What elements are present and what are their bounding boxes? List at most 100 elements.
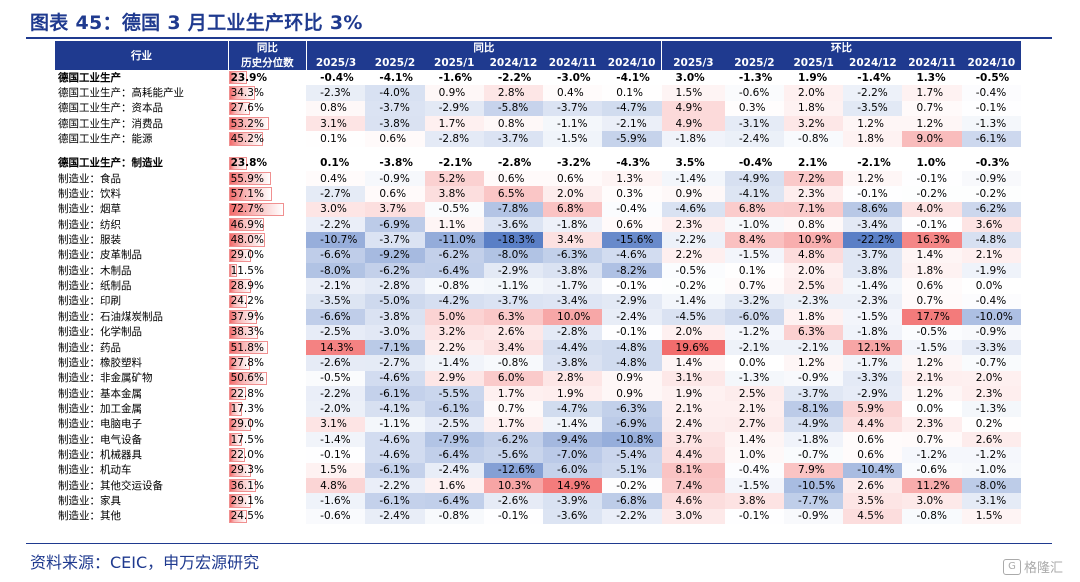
mom-value-cell: -2.2% [661,232,725,248]
percentile-value: 29.0% [230,249,264,262]
table-body: 德国工业生产 23.9% -0.4% -4.1% -1.6% -2.2% -3.0% -4.1… [55,70,1021,524]
percentile-value: 50.6% [230,372,264,385]
industry-name: 制造业：纸制品 [58,280,132,293]
percentile-bar [228,233,266,247]
yoy-value-cell: 0.4% [543,85,603,101]
mom-value-cell: -6.0% [724,309,785,325]
yoy-value-cell: -0.4% [602,201,662,218]
industry-name: 制造业：家具 [58,494,121,507]
mom-value-cell: 2.0% [784,85,844,101]
header-yoy-group: 同比 [306,41,662,55]
mom-value-cell: 2.1% [961,247,1021,264]
mom-value-cell: 3.5% [843,493,903,509]
header-mom-period: 2025/1 [784,55,844,70]
mom-value-cell: 3.2% [784,116,844,132]
mom-value-cell: 4.4% [661,447,725,463]
percentile-bar [228,117,269,131]
yoy-value-cell: -2.1% [306,278,366,294]
table-row: 制造业：机动车 29.3% 1.5% -6.1% -2.4% -12.6% -6.0% -5.… [55,462,1021,478]
table-row: 制造业：木制品 11.5% -8.0% -6.2% -6.4% -2.9% -3.8% -8.… [55,263,1021,279]
mom-value-cell: -1.3% [724,370,785,386]
table-row: 制造业：烟草 72.7% 3.0% 3.7% -0.5% -7.8% 6.8% -0.4% -4… [55,201,1021,218]
mom-value-cell: 1.4% [661,355,725,371]
yoy-value-cell: -4.1% [365,401,425,417]
mom-value-cell: 1.4% [902,247,962,264]
yoy-value-cell: -7.0% [543,447,603,463]
percentile-bar [228,494,251,508]
yoy-value-cell: -4.1% [616,71,650,84]
percentile-value: 46.9% [230,218,264,231]
mom-value-cell: 1.3% [916,71,946,84]
mom-value-cell: -1.3% [961,116,1021,132]
mom-value-cell: 0.2% [961,416,1021,432]
mom-value-cell: -8.1% [784,401,844,417]
yoy-value-cell: 0.1% [320,157,350,170]
percentile-bar [228,172,272,186]
percentile-cell: 22.8% [228,386,307,401]
yoy-value-cell: 0.6% [602,217,662,233]
mom-value-cell: -3.2% [724,293,785,310]
yoy-value-cell: -4.8% [602,355,662,371]
industry-name: 制造业：饮料 [58,188,121,201]
yoy-value-cell: -6.8% [602,493,662,509]
mom-value-cell: 4.6% [661,493,725,509]
yoy-value-cell: -2.2% [365,477,425,494]
yoy-value-cell: -4.7% [602,100,662,117]
mom-value-cell: -0.5% [975,71,1010,84]
percentile-cell: 38.3% [228,325,307,340]
yoy-value-cell: 0.1% [306,131,366,147]
industry-name: 制造业：木制品 [58,264,132,277]
yoy-value-cell: -6.1% [365,462,425,478]
mom-value-cell: -22.2% [843,232,903,248]
table-row: 制造业：皮革制品 29.0% -6.6% -9.2% -6.2% -8.0% -6.3% -4… [55,247,1021,264]
table-row: 制造业：家具 29.1% -1.6% -6.1% -6.4% -2.6% -3.9% -6.8… [55,493,1021,509]
yoy-value-cell: 6.8% [543,201,603,218]
mom-value-cell: 1.2% [843,116,903,132]
mom-value-cell: -2.1% [784,339,844,356]
mom-value-cell: -0.1% [724,508,785,524]
mom-value-cell: -1.3% [961,401,1021,417]
mom-value-cell: 2.3% [902,416,962,432]
yoy-value-cell: -8.0% [483,247,544,264]
gap-cell [55,147,229,156]
percentile-value: 24.5% [230,510,264,523]
mom-value-cell: -0.6% [902,462,962,478]
yoy-value-cell: -6.1% [424,401,484,417]
mom-value-cell: 1.0% [724,447,785,463]
percentile-cell: 11.5% [228,263,307,278]
mom-value-cell: -8.0% [961,477,1021,494]
mom-value-cell: -4.5% [661,309,725,325]
percentile-cell: 17.5% [228,432,307,447]
table-row: 德国工业生产：能源 45.2% 0.1% 0.6% -2.8% -3.7% -1.5% -5.… [55,131,1021,147]
yoy-value-cell: -0.5% [424,201,484,218]
mom-value-cell: -6.2% [961,201,1021,218]
yoy-value-cell: -0.8% [424,278,484,294]
percentile-cell: 29.0% [228,248,307,263]
watermark-logo-icon: G [1003,558,1021,575]
percentile-value: 51.8% [230,341,264,354]
mom-value-cell: -0.8% [784,131,844,147]
percentile-value: 72.7% [230,203,264,216]
percentile-bar [228,356,250,370]
percentile-cell: 45.2% [228,131,307,146]
yoy-value-cell: -4.7% [543,401,603,417]
yoy-value-cell: -11.0% [424,232,484,248]
yoy-value-cell: -3.8% [379,157,413,170]
mom-value-cell: 4.4% [843,416,903,432]
yoy-value-cell: 10.0% [543,309,603,325]
mom-value-cell: -1.8% [784,431,844,448]
table-row: 制造业：橡胶塑料 27.8% -2.6% -2.7% -1.4% -0.8% -3.8% -4… [55,355,1021,371]
industry-name: 德国工业生产：高耗能产业 [58,87,184,100]
yoy-value-cell: 1.3% [602,171,662,187]
yoy-value-cell: -9.4% [543,431,603,448]
mom-value-cell: 0.0% [724,355,785,371]
mom-value-cell: -0.6% [724,85,785,101]
mom-value-cell: -1.3% [738,71,773,84]
yoy-value-cell: -1.6% [306,493,366,509]
percentile-value: 11.5% [230,264,264,277]
mom-value-cell: -0.2% [902,186,962,202]
title-underline [26,37,1052,39]
industry-name: 制造业：皮革制品 [58,249,142,262]
yoy-value-cell: -3.7% [483,293,544,310]
percentile-cell: 27.6% [228,101,307,116]
